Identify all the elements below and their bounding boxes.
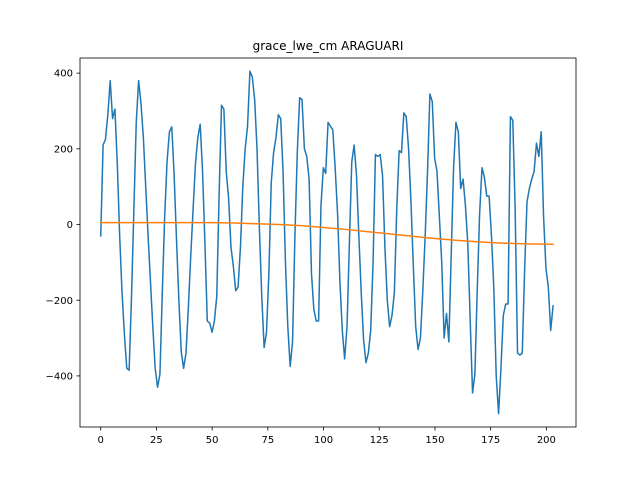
x-tick-label: 150 — [425, 435, 444, 446]
y-tick-label: 400 — [54, 69, 73, 80]
x-tick-label: 175 — [481, 435, 500, 446]
x-tick-label: 200 — [537, 435, 556, 446]
chart-title: grace_lwe_cm ARAGUARI — [253, 39, 404, 53]
x-tick-label: 0 — [98, 435, 104, 446]
x-tick-label: 100 — [314, 435, 333, 446]
x-tick-label: 50 — [206, 435, 219, 446]
x-tick-label: 125 — [370, 435, 389, 446]
y-tick-label: 0 — [67, 220, 73, 231]
y-tick-label: 200 — [54, 144, 73, 155]
plot-area — [99, 70, 554, 415]
series-line-2 — [99, 221, 554, 245]
y-tick-label: −200 — [46, 296, 73, 307]
x-tick-label: 25 — [150, 435, 163, 446]
x-tick-label: 75 — [261, 435, 274, 446]
series-line-1 — [99, 70, 554, 415]
axes-frame — [79, 57, 577, 428]
y-tick-label: −400 — [46, 372, 73, 383]
axes: 0 25 50 75 100 125 150 175 200 −400 −200 0 200 400 — [46, 57, 577, 446]
